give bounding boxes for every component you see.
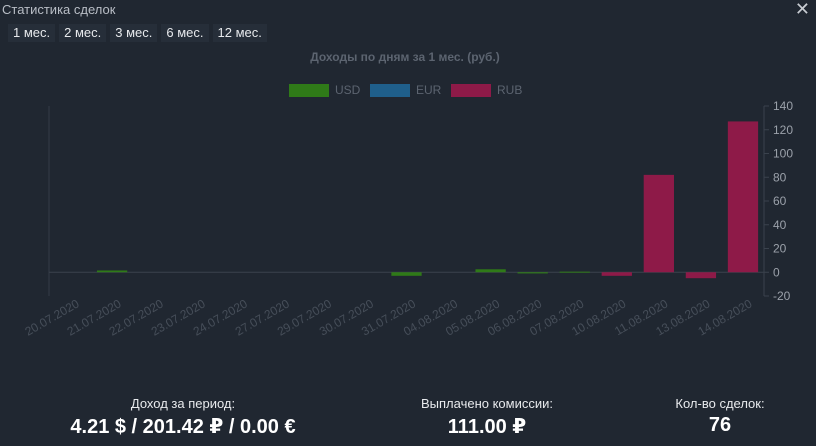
chart-bars <box>96 121 759 279</box>
y-tick-label: 100 <box>773 147 793 161</box>
y-tick-label: 80 <box>773 170 787 184</box>
income-summary: Доход за период: 4.21 $ / 201.42 ₽ / 0.0… <box>58 396 308 439</box>
close-icon[interactable]: ✕ <box>794 0 810 19</box>
bar-rub[interactable] <box>727 121 759 273</box>
commission-summary: Выплачено комиссии: 111.00 ₽ <box>402 396 572 439</box>
bar-usd[interactable] <box>517 272 548 274</box>
x-axis-labels: 20.07.202021.07.202022.07.202023.07.2020… <box>23 296 755 338</box>
legend-swatch-rub[interactable] <box>451 84 491 97</box>
chart-title: Доходы по дням за 1 мес. (руб.) <box>310 50 500 64</box>
income-value: 4.21 $ / 201.42 ₽ / 0.00 € <box>70 416 296 438</box>
legend-label-rub[interactable]: RUB <box>497 83 522 97</box>
bar-usd[interactable] <box>391 272 422 276</box>
legend-swatch-eur[interactable] <box>370 84 410 97</box>
window-titlebar: Статистика сделок ✕ <box>0 0 816 20</box>
legend-label-eur[interactable]: EUR <box>416 83 442 97</box>
legend-label-usd[interactable]: USD <box>335 83 361 97</box>
period-button-6m[interactable]: 6 мес. <box>161 24 209 42</box>
income-chart: Доходы по дням за 1 мес. (руб.) USD EUR RU… <box>23 50 794 339</box>
y-tick-label: 20 <box>773 242 787 256</box>
period-button-3m[interactable]: 3 мес. <box>110 24 158 42</box>
y-tick-label: 0 <box>773 265 780 279</box>
y-tick-label: 140 <box>773 99 793 113</box>
period-button-12m[interactable]: 12 мес. <box>212 24 267 42</box>
commission-label: Выплачено комиссии: <box>420 396 553 411</box>
bar-rub[interactable] <box>643 174 674 273</box>
bar-usd[interactable] <box>96 270 128 273</box>
y-tick-label: -20 <box>773 289 791 303</box>
chart-legend: USD EUR RUB <box>289 83 522 97</box>
period-button-1m[interactable]: 1 мес. <box>8 24 56 42</box>
period-button-2m[interactable]: 2 мес. <box>59 24 107 42</box>
deals-value: 76 <box>708 414 732 436</box>
income-label: Доход за период: <box>130 396 236 411</box>
legend-swatch-usd[interactable] <box>289 84 329 97</box>
bar-rub[interactable] <box>601 272 632 276</box>
period-selector: 1 мес. 2 мес. 3 мес. 6 мес. 12 мес. <box>8 24 267 42</box>
bar-usd[interactable] <box>559 271 590 273</box>
y-tick-label: 60 <box>773 194 787 208</box>
y-tick-label: 40 <box>773 218 787 232</box>
y-tick-label: 120 <box>773 123 793 137</box>
y-axis-labels: -20 0 20 40 60 80 100 120 140 <box>764 99 793 303</box>
bar-usd[interactable] <box>475 269 506 273</box>
commission-value: 111.00 ₽ <box>447 416 527 438</box>
window-title: Статистика сделок <box>2 2 116 17</box>
bar-rub[interactable] <box>685 272 717 279</box>
deals-label: Кол-во сделок: <box>675 396 765 411</box>
deals-summary: Кол-во сделок: 76 <box>660 396 780 437</box>
